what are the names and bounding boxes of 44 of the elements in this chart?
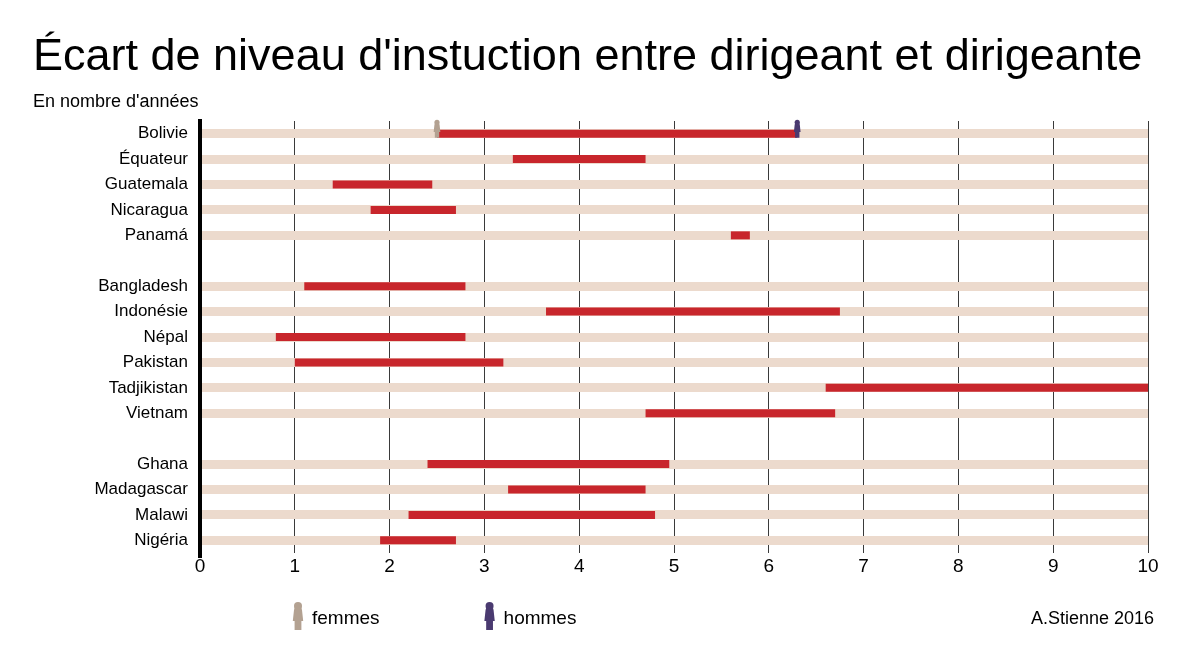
bar [332,180,433,189]
bar [546,307,840,316]
legend-label: femmes [312,607,380,628]
x-tick-label: 9 [1047,554,1059,576]
y-tick-label: Nicaragua [110,199,189,219]
bar [427,460,670,469]
y-tick-label: Équateur [119,148,189,168]
x-tick-label: 1 [289,554,301,576]
y-tick-label: Bolivie [137,123,188,143]
x-tick-label: 6 [763,554,775,576]
bar [370,205,456,214]
chart-subtitle: En nombre d'années [33,91,199,111]
chart-title: Écart de niveau d'instuction entre dirigeant et dirigeante [33,29,1143,80]
y-tick-label: Panamá [124,225,189,245]
bar [275,333,466,341]
bar [408,510,656,519]
y-tick-label: Pakistan [122,352,188,372]
x-tick-label: 0 [194,554,206,576]
y-tick-label: Tadjikistan [108,377,188,397]
bar [380,536,456,545]
y-tick-label: Vietnam [125,402,188,422]
x-tick-label: 3 [479,554,490,576]
bar [294,358,504,367]
x-tick-label: 2 [384,554,395,576]
y-tick-label: Madagascar [94,479,189,499]
x-tick-label: 8 [953,554,964,576]
bar [508,485,646,494]
y-tick-label: Guatemala [104,174,189,194]
bar [645,409,836,418]
bar [304,282,466,291]
legend-label: hommes [503,607,577,628]
bar [730,231,750,240]
y-tick-label: Ghana [136,453,189,473]
x-tick-label: 5 [668,554,680,576]
bar [512,155,646,164]
text: A.Stienne 2016 [1030,608,1154,628]
x-tick-label: 7 [858,554,869,576]
y-tick-label: Nigéria [134,529,189,549]
x-tick-label: 4 [573,554,585,576]
y-tick-label: Malawi [135,504,188,524]
y-tick-label: Indonésie [114,301,188,321]
y-tick-label: Bangladesh [98,275,188,295]
x-tick-label: 10 [1137,554,1159,576]
y-tick-label: Népal [143,326,188,346]
